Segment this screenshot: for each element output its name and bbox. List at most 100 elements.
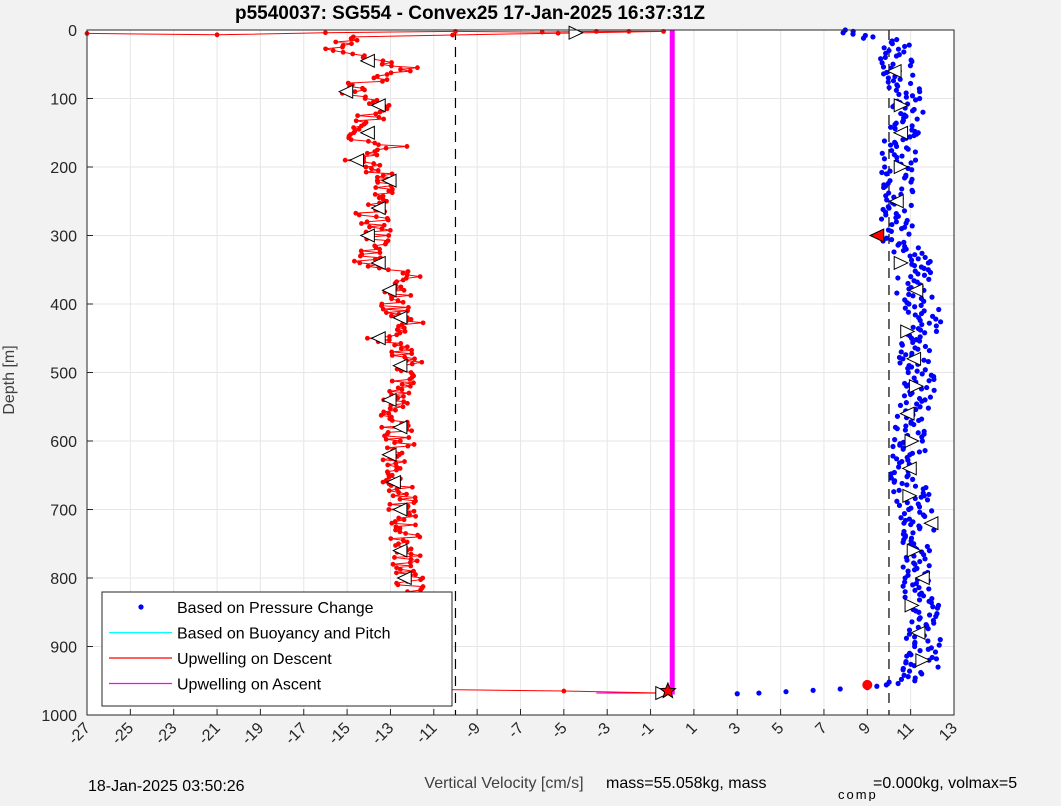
descent-point [363, 169, 369, 175]
pressure-point [756, 690, 762, 696]
y-tick-label: 700 [50, 503, 77, 520]
pressure-point [870, 34, 876, 40]
descent-point [417, 274, 423, 279]
pressure-point [922, 367, 928, 373]
pressure-point [908, 521, 914, 528]
pressure-point [882, 54, 888, 61]
descent-point [405, 443, 411, 449]
pressure-point [906, 668, 913, 674]
pressure-point [910, 324, 916, 330]
x-tick-labels: -27 -25 -23 -21 -19 -17 -15 -13 -11 -9 -7 -5 -3 -1 1 3 5… [65, 720, 960, 748]
legend: Based on Pressure Change Based on Buoyanc… [101, 591, 453, 707]
pressure-point [909, 223, 915, 229]
pressure-point [914, 368, 920, 374]
descent-point [394, 565, 399, 571]
pressure-point [840, 30, 846, 36]
pressure-point [902, 575, 908, 581]
pressure-point [915, 245, 921, 251]
descent-point [364, 150, 370, 156]
pressure-point [911, 263, 918, 269]
pressure-point [915, 346, 921, 352]
descent-point [359, 221, 364, 226]
legend-label: Based on Pressure Change [177, 600, 374, 617]
descent-point [365, 202, 371, 208]
x-tick-label: -1 [635, 720, 657, 742]
pressure-point [903, 635, 910, 641]
pressure-point [930, 604, 936, 610]
descent-point [409, 347, 415, 353]
descent-point [407, 512, 412, 518]
pressure-point [900, 356, 906, 362]
y-axis-label: Depth [m] [1, 345, 18, 414]
ascent-marker [892, 125, 909, 140]
reference-lines [454, 30, 890, 715]
pressure-point [911, 375, 917, 381]
pressure-point [896, 460, 903, 466]
pressure-point [911, 421, 917, 428]
legend-label: Upwelling on Ascent [177, 677, 322, 694]
star-marker [659, 681, 677, 699]
pressure-point [907, 80, 914, 87]
pressure-point [916, 616, 922, 622]
descent-marker [348, 152, 365, 168]
descent-point [389, 63, 394, 69]
pressure-point [919, 321, 925, 328]
descent-point [401, 287, 407, 293]
pressure-point [903, 220, 909, 226]
pressure-point [897, 442, 903, 448]
descent-marker [370, 331, 386, 346]
descent-marker [392, 358, 408, 373]
descent-point [404, 539, 410, 545]
pressure-point [917, 334, 923, 340]
pressure-point [903, 94, 909, 100]
descent-point [411, 508, 417, 514]
descent-point [392, 342, 398, 348]
descent-point [396, 515, 402, 521]
descent-point [386, 488, 392, 494]
descent-point [397, 496, 403, 502]
pressure-point [899, 186, 905, 192]
footer-comp-subscript: comp [838, 787, 878, 801]
pressure-point [926, 378, 932, 384]
descent-point [408, 546, 414, 552]
pressure-point [904, 474, 910, 480]
descent-point [365, 263, 371, 269]
pressure-point [912, 678, 918, 684]
descent-point [390, 186, 395, 192]
pressure-point [896, 502, 903, 508]
pressure-point [909, 58, 915, 65]
pressure-point [903, 400, 909, 406]
descent-marker [392, 420, 408, 435]
pressure-point [910, 582, 916, 588]
ascent-marker [901, 461, 917, 476]
pressure-point [912, 643, 918, 650]
y-tick-label: 100 [50, 92, 77, 109]
pressure-point [921, 552, 927, 558]
pressure-point [906, 516, 913, 522]
pressure-point [893, 219, 899, 225]
descent-marker [359, 125, 375, 140]
descent-point [374, 97, 380, 103]
pressure-point [916, 597, 923, 603]
pressure-point [889, 147, 895, 154]
pressure-point [891, 479, 897, 485]
plot-frame [86, 29, 955, 716]
x-tick-label: -15 [326, 720, 354, 748]
pressure-point [896, 91, 902, 97]
descent-point [555, 30, 561, 36]
descent-point [395, 298, 401, 303]
descent-point [372, 149, 378, 154]
pressure-point [904, 482, 910, 488]
pressure-point [881, 156, 888, 162]
descent-point [401, 399, 407, 405]
x-tick-label: -25 [109, 720, 137, 748]
pressure-point [901, 393, 908, 399]
descent-marker [370, 200, 386, 216]
x-tick-label: -5 [549, 720, 571, 742]
pressure-point [916, 584, 922, 591]
descent-point [357, 253, 363, 259]
descent-point [376, 195, 382, 201]
pressure-point [874, 683, 880, 689]
pressure-point [899, 226, 905, 232]
